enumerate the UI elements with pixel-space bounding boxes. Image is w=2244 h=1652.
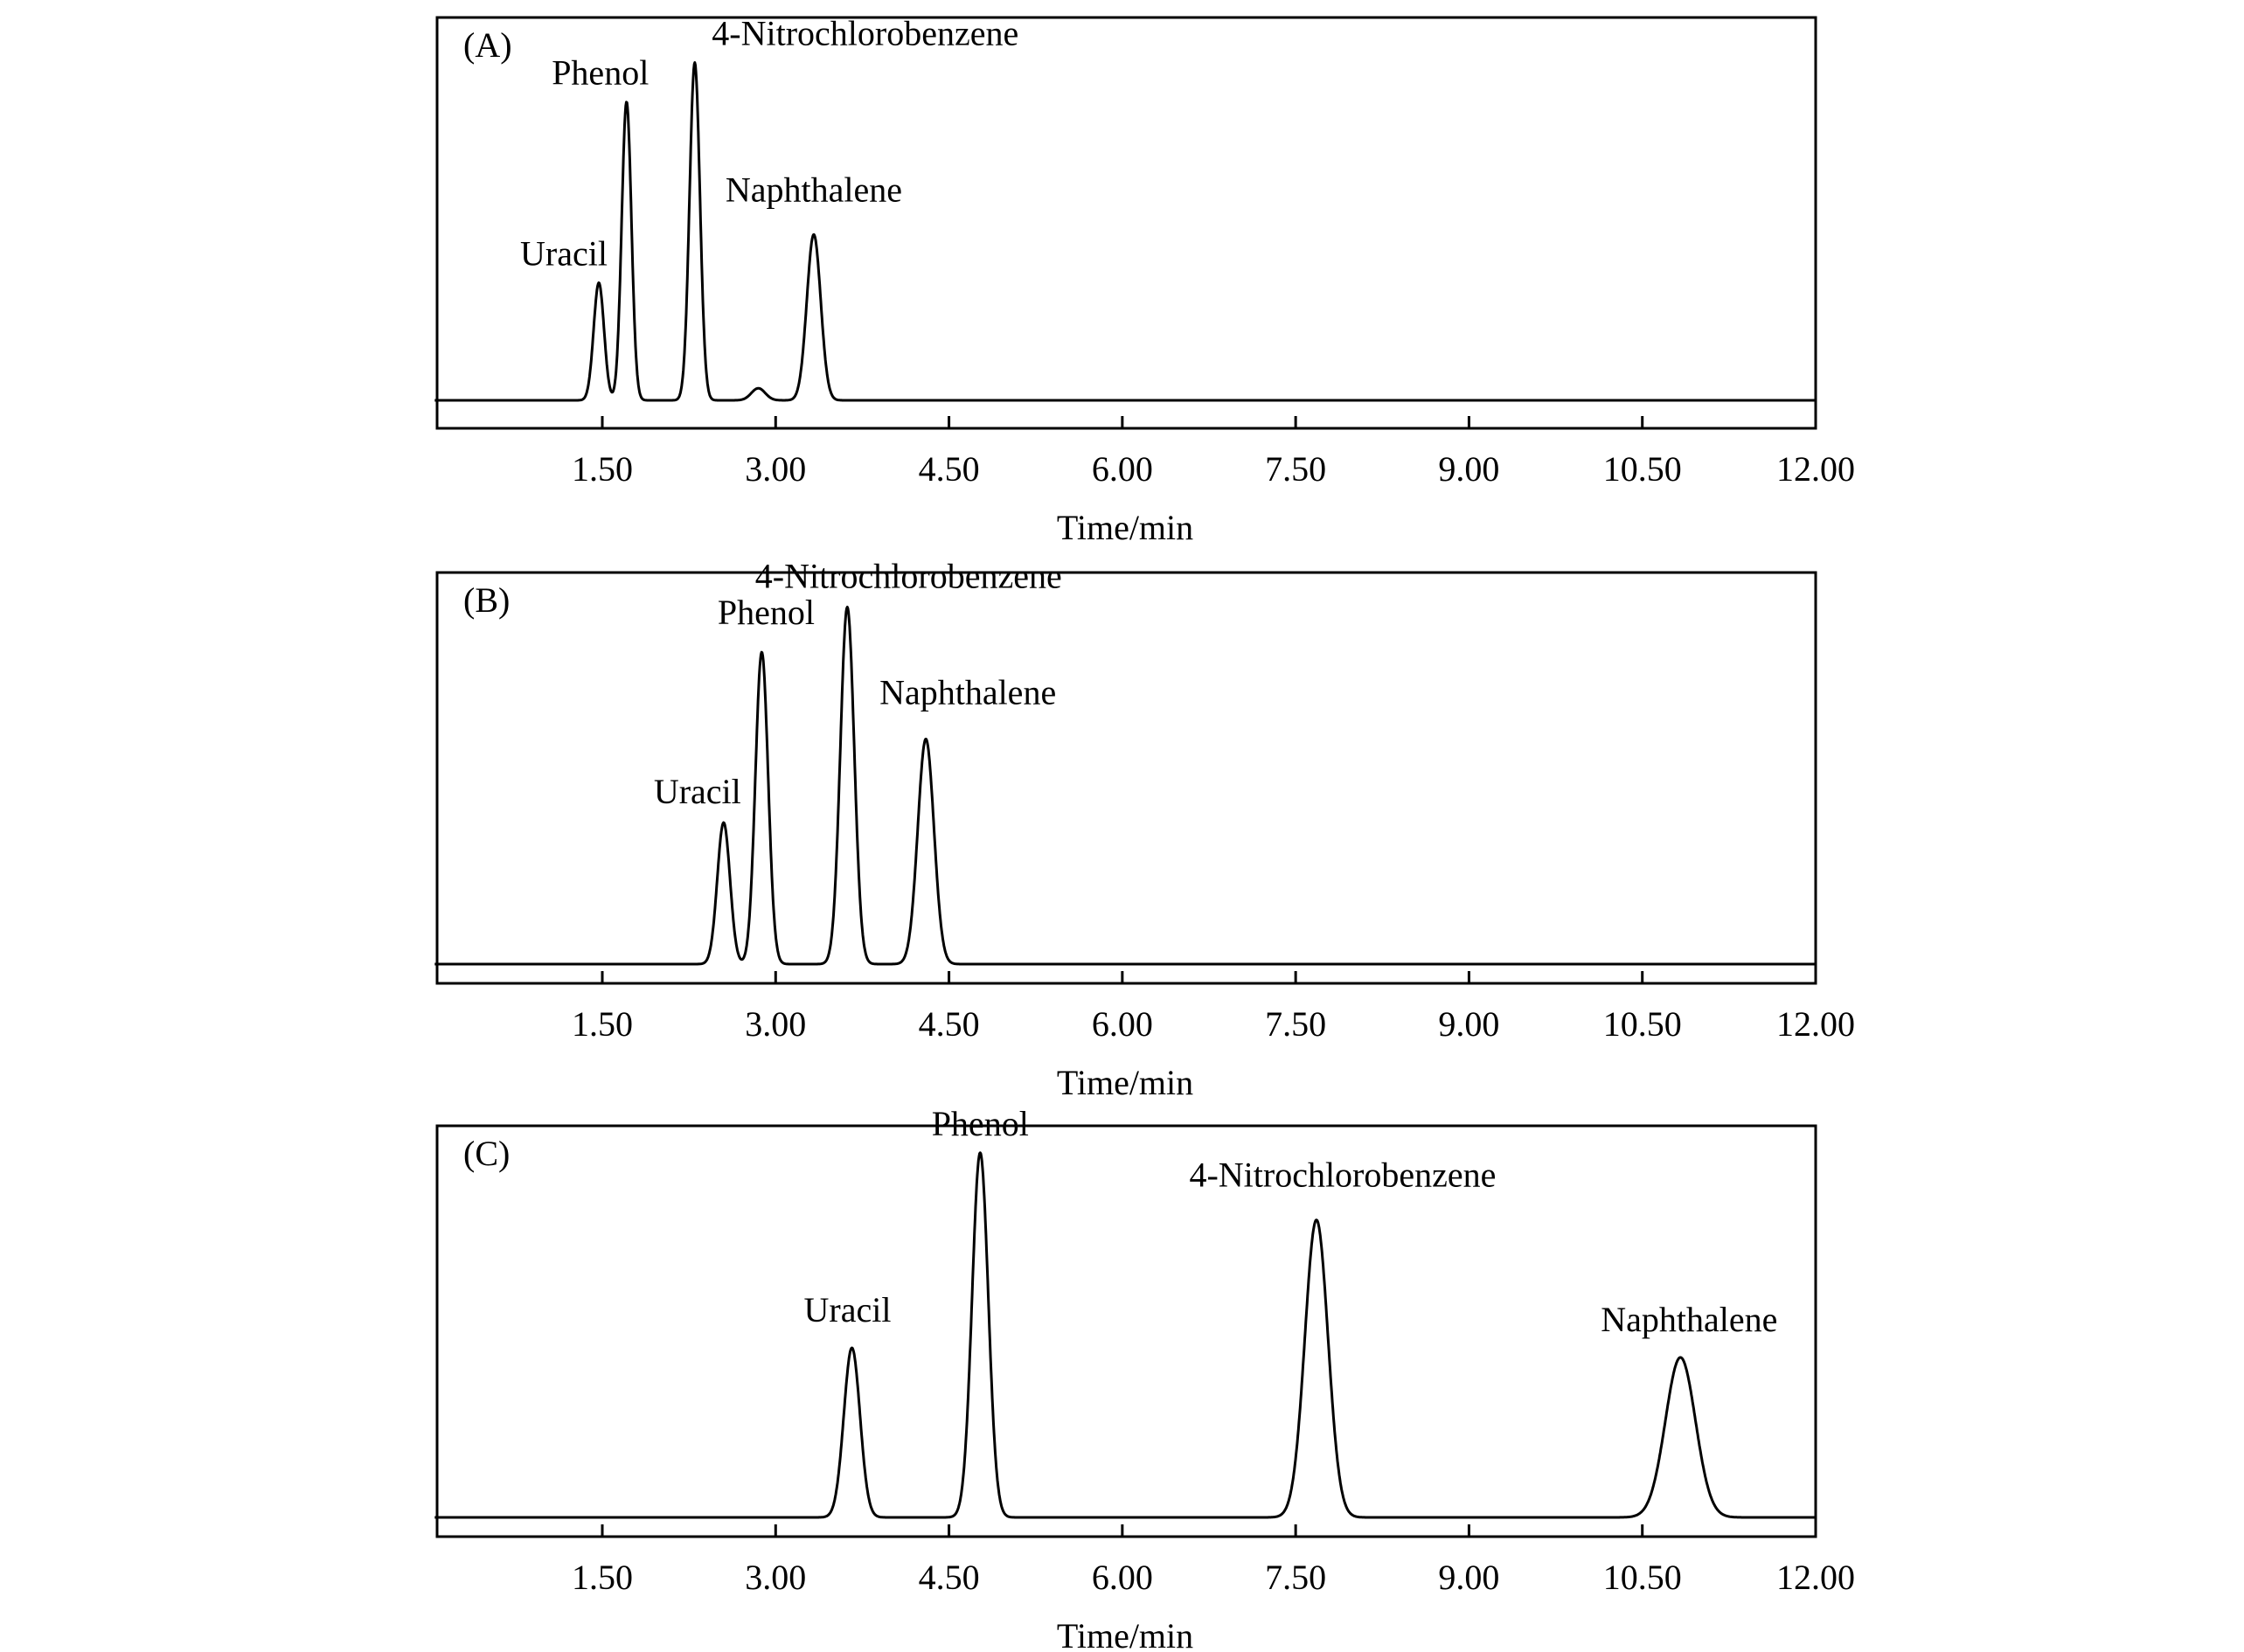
x-tick-label: 6.00 bbox=[1092, 1004, 1153, 1044]
x-tick-label: 3.00 bbox=[745, 449, 806, 489]
x-tick-label: 12.00 bbox=[1776, 1558, 1855, 1597]
x-tick-label: 3.00 bbox=[745, 1004, 806, 1044]
peak-label: Phenol bbox=[932, 1104, 1029, 1143]
x-axis-title: Time/min bbox=[1057, 1063, 1193, 1102]
x-tick-label: 1.50 bbox=[572, 449, 633, 489]
chromatogram-trace bbox=[434, 1151, 1817, 1519]
x-tick-label: 9.00 bbox=[1438, 1558, 1499, 1597]
x-tick-label: 6.00 bbox=[1092, 1558, 1153, 1597]
panel-label: (B) bbox=[463, 580, 510, 620]
x-tick-label: 4.50 bbox=[919, 1004, 980, 1044]
x-tick-label: 4.50 bbox=[919, 1558, 980, 1597]
peak-label: Phenol bbox=[552, 52, 649, 92]
x-tick-label: 9.00 bbox=[1438, 1004, 1499, 1044]
x-tick-label: 10.50 bbox=[1603, 1558, 1682, 1597]
chart-panel-c: (C) 1.50 3.00 4.50 6.00 7.50 9.00 10.50 12.00 Tim… bbox=[434, 1104, 1855, 1652]
x-tick-label: 10.50 bbox=[1603, 449, 1682, 489]
x-tick-label: 3.00 bbox=[745, 1558, 806, 1597]
peak-label: Naphthalene bbox=[879, 672, 1056, 711]
x-tick-label: 1.50 bbox=[572, 1558, 633, 1597]
x-tick-label: 7.50 bbox=[1265, 449, 1326, 489]
peak-label: 4-Nitrochlorobenzene bbox=[755, 557, 1062, 596]
x-tick-label: 7.50 bbox=[1265, 1004, 1326, 1044]
chromatogram-trace bbox=[434, 61, 1817, 402]
chart-panel-a: (A) 1.50 3.00 4.50 6.00 7.50 9.00 10.50 12.00 Tim… bbox=[434, 14, 1855, 547]
peak-label: Naphthalene bbox=[1601, 1300, 1777, 1339]
x-tick-label: 12.00 bbox=[1776, 449, 1855, 489]
x-tick-label: 9.00 bbox=[1438, 449, 1499, 489]
x-axis-title: Time/min bbox=[1057, 508, 1193, 547]
peak-label: Uracil bbox=[654, 772, 741, 811]
plot-frame bbox=[435, 16, 1817, 430]
x-tick-label: 1.50 bbox=[572, 1004, 633, 1044]
x-tick-label: 12.00 bbox=[1776, 1004, 1855, 1044]
peak-label: Naphthalene bbox=[726, 170, 902, 209]
peak-label: Uracil bbox=[804, 1290, 892, 1329]
plot-frame bbox=[435, 1124, 1817, 1538]
peak-label: 4-Nitrochlorobenzene bbox=[1189, 1156, 1496, 1195]
peak-label: 4-Nitrochlorobenzene bbox=[712, 14, 1018, 53]
plot-frame bbox=[435, 571, 1817, 985]
peak-label: Phenol bbox=[718, 593, 815, 632]
panel-label: (C) bbox=[463, 1134, 510, 1173]
x-tick-label: 7.50 bbox=[1265, 1558, 1326, 1597]
chromatogram-trace bbox=[434, 606, 1817, 966]
x-tick-label: 10.50 bbox=[1603, 1004, 1682, 1044]
x-tick-label: 4.50 bbox=[919, 449, 980, 489]
panel-label: (A) bbox=[463, 25, 512, 65]
x-tick-label: 6.00 bbox=[1092, 449, 1153, 489]
peak-label: Uracil bbox=[520, 233, 608, 273]
chart-panel-b: (B) 1.50 3.00 4.50 6.00 7.50 9.00 10.50 12.00 Tim… bbox=[434, 557, 1855, 1102]
x-axis-title: Time/min bbox=[1057, 1616, 1193, 1652]
